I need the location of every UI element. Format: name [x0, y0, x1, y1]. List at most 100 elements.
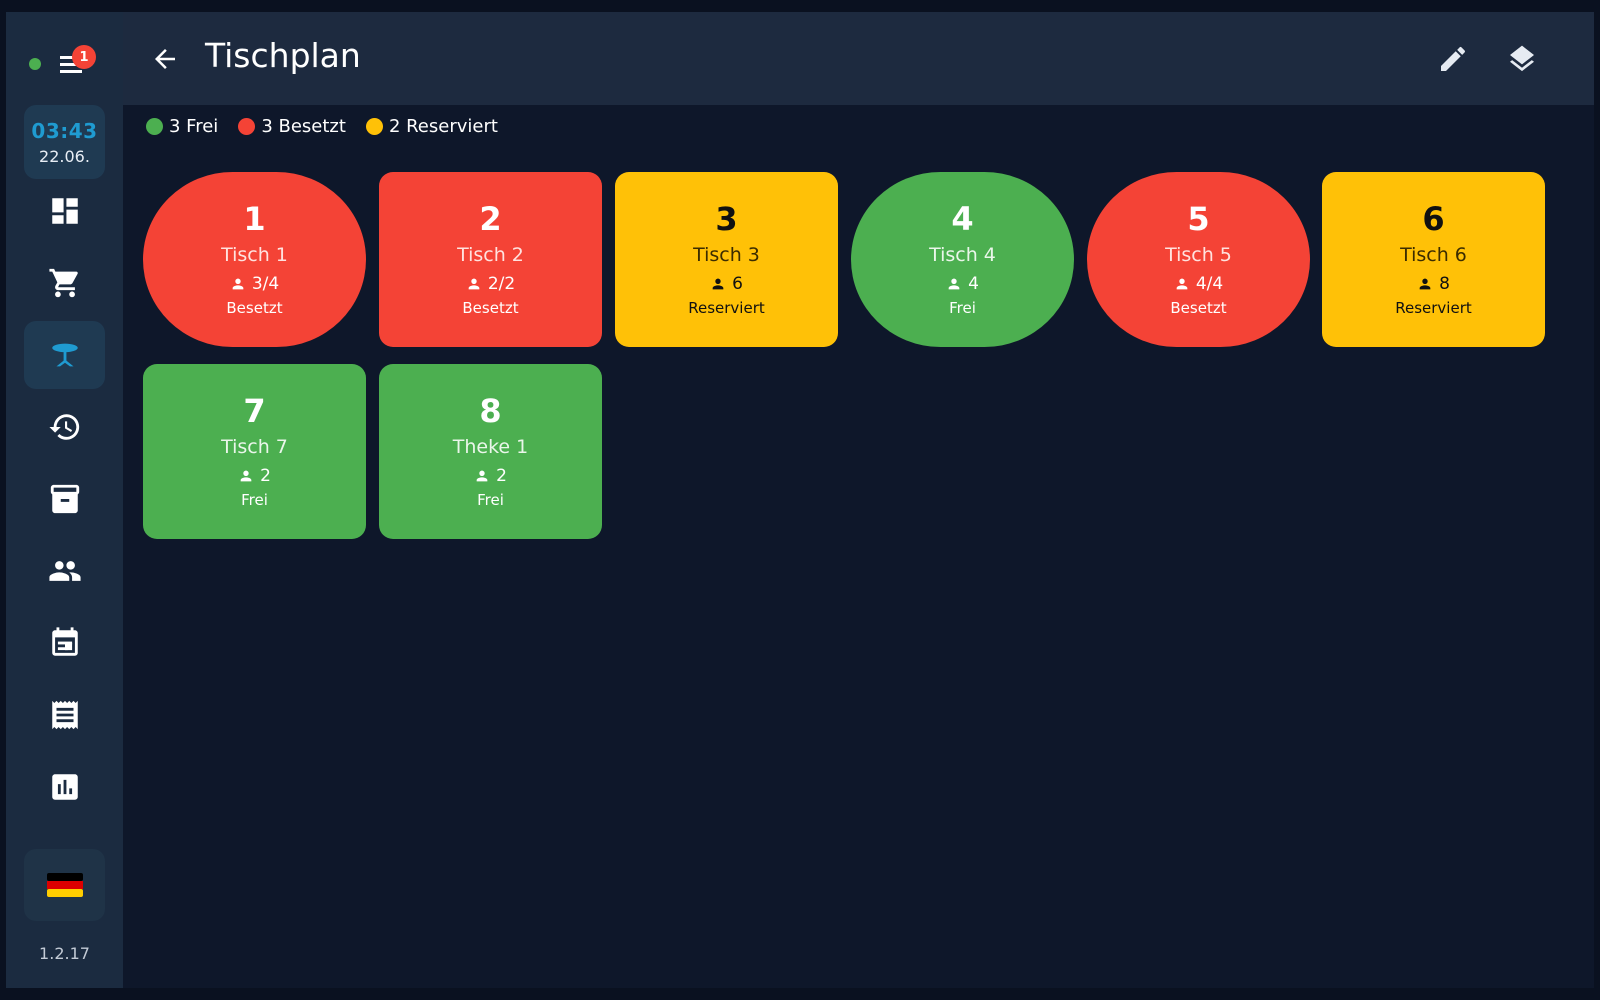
table-guest-count: 8	[1439, 274, 1450, 294]
chart-icon	[51, 774, 78, 800]
legend-occupied: 3 Besetzt	[238, 116, 346, 137]
page-title: Tischplan	[205, 36, 361, 75]
table-card-1[interactable]: 1 Tisch 1 3/4 Besetzt	[143, 172, 366, 347]
table-number: 5	[1187, 200, 1210, 238]
table-status: Reserviert	[1395, 299, 1472, 317]
legend-occupied-label: 3 Besetzt	[261, 116, 346, 137]
table-icon	[51, 343, 78, 367]
clock-widget: 03:43 22.06.	[24, 105, 105, 179]
table-guest-count: 4/4	[1195, 274, 1224, 294]
sidebar-item-history[interactable]	[24, 393, 105, 461]
table-name: Theke 1	[452, 436, 529, 458]
table-number: 8	[479, 392, 502, 430]
person-icon	[240, 470, 252, 482]
table-guest-count: 4	[968, 274, 979, 294]
sidebar-item-calendar[interactable]	[24, 609, 105, 677]
legend-free: 3 Frei	[146, 116, 218, 137]
clock-date: 22.06.	[39, 146, 90, 166]
person-icon	[1176, 278, 1188, 290]
table-status: Reserviert	[688, 299, 765, 317]
table-number: 1	[243, 200, 266, 238]
table-guest-count: 2	[260, 466, 271, 486]
legend-free-dot	[146, 118, 163, 135]
calendar-icon	[51, 627, 78, 656]
person-icon	[468, 278, 480, 290]
archive-icon	[50, 484, 79, 514]
table-name: Tisch 5	[1165, 244, 1232, 266]
table-status: Besetzt	[462, 299, 519, 317]
table-number: 7	[243, 392, 266, 430]
legend-free-label: 3 Frei	[169, 116, 219, 137]
table-card-4[interactable]: 4 Tisch 4 4 Frei	[851, 172, 1074, 347]
menu-button[interactable]	[54, 46, 90, 82]
person-icon	[948, 278, 960, 290]
table-name: Tisch 4	[929, 244, 996, 266]
app-version: 1.2.17	[39, 944, 90, 963]
legend-occupied-dot	[238, 118, 256, 135]
table-card-2[interactable]: 2 Tisch 2 2/2 Besetzt	[379, 172, 602, 347]
sidebar-item-reports[interactable]	[24, 753, 105, 821]
table-card-7[interactable]: 7 Tisch 7 2 Frei	[143, 364, 366, 539]
table-status: Besetzt	[1170, 299, 1227, 317]
table-number: 2	[479, 200, 502, 238]
table-guest-count: 3/4	[251, 274, 280, 294]
history-icon	[48, 414, 79, 440]
cart-icon	[48, 268, 78, 298]
dashboard-icon	[51, 198, 78, 224]
table-guests: 4	[946, 274, 979, 294]
table-guests: 8	[1417, 274, 1450, 294]
arrow-left-icon	[155, 49, 175, 69]
table-status: Frei	[949, 299, 976, 317]
table-status: Besetzt	[226, 299, 283, 317]
table-guests: 4/4	[1174, 274, 1223, 294]
back-button[interactable]	[145, 39, 185, 79]
table-name: Tisch 1	[221, 244, 288, 266]
language-selector[interactable]	[24, 849, 105, 921]
sidebar-item-tables[interactable]	[24, 321, 105, 389]
menu-icon	[60, 56, 82, 73]
table-status: Frei	[241, 491, 268, 509]
person-icon	[1419, 278, 1431, 290]
table-guests: 2/2	[466, 274, 515, 294]
legend-reserved-label: 2 Reserviert	[388, 116, 498, 137]
table-card-6[interactable]: 6 Tisch 6 8 Reserviert	[1322, 172, 1545, 347]
table-name: Tisch 2	[457, 244, 524, 266]
person-icon	[232, 278, 244, 290]
table-number: 3	[715, 200, 738, 238]
table-card-8[interactable]: 8 Theke 1 2 Frei	[379, 364, 602, 539]
table-status: Frei	[477, 491, 504, 509]
sidebar-item-dashboard[interactable]	[24, 177, 105, 245]
table-guest-count: 2/2	[487, 274, 516, 294]
layers-button[interactable]	[1501, 38, 1543, 80]
table-name: Tisch 6	[1400, 244, 1467, 266]
table-guests: 2	[474, 466, 507, 486]
clock-time: 03:43	[31, 118, 98, 143]
edit-button[interactable]	[1432, 38, 1474, 80]
table-card-5[interactable]: 5 Tisch 5 4/4 Besetzt	[1087, 172, 1310, 347]
pencil-icon	[1441, 46, 1466, 71]
table-guests: 2	[238, 466, 271, 486]
app-window: 1 03:43 22.06.	[6, 12, 1594, 988]
german-flag-icon	[46, 873, 83, 897]
notification-badge: 1	[72, 45, 96, 69]
table-guests: 3/4	[230, 274, 279, 294]
status-legend: 3 Frei 3 Besetzt 2 Reserviert	[146, 116, 498, 137]
receipt-icon	[51, 700, 78, 730]
person-icon	[712, 278, 724, 290]
table-card-3[interactable]: 3 Tisch 3 6 Reserviert	[615, 172, 838, 347]
people-icon	[48, 561, 81, 581]
layers-icon	[1510, 45, 1534, 72]
sidebar-item-cart[interactable]	[24, 249, 105, 317]
table-guests: 6	[710, 274, 743, 294]
sidebar-item-customers[interactable]	[24, 537, 105, 605]
table-name: Tisch 7	[221, 436, 288, 458]
connection-status-dot	[29, 58, 41, 70]
sidebar-item-archive[interactable]	[24, 465, 105, 533]
sidebar: 1 03:43 22.06.	[6, 12, 123, 988]
table-number: 6	[1422, 200, 1445, 238]
sidebar-item-receipts[interactable]	[24, 681, 105, 749]
table-guest-count: 2	[496, 466, 507, 486]
table-number: 4	[951, 200, 974, 238]
table-guest-count: 6	[732, 274, 743, 294]
legend-reserved-dot	[365, 118, 383, 135]
